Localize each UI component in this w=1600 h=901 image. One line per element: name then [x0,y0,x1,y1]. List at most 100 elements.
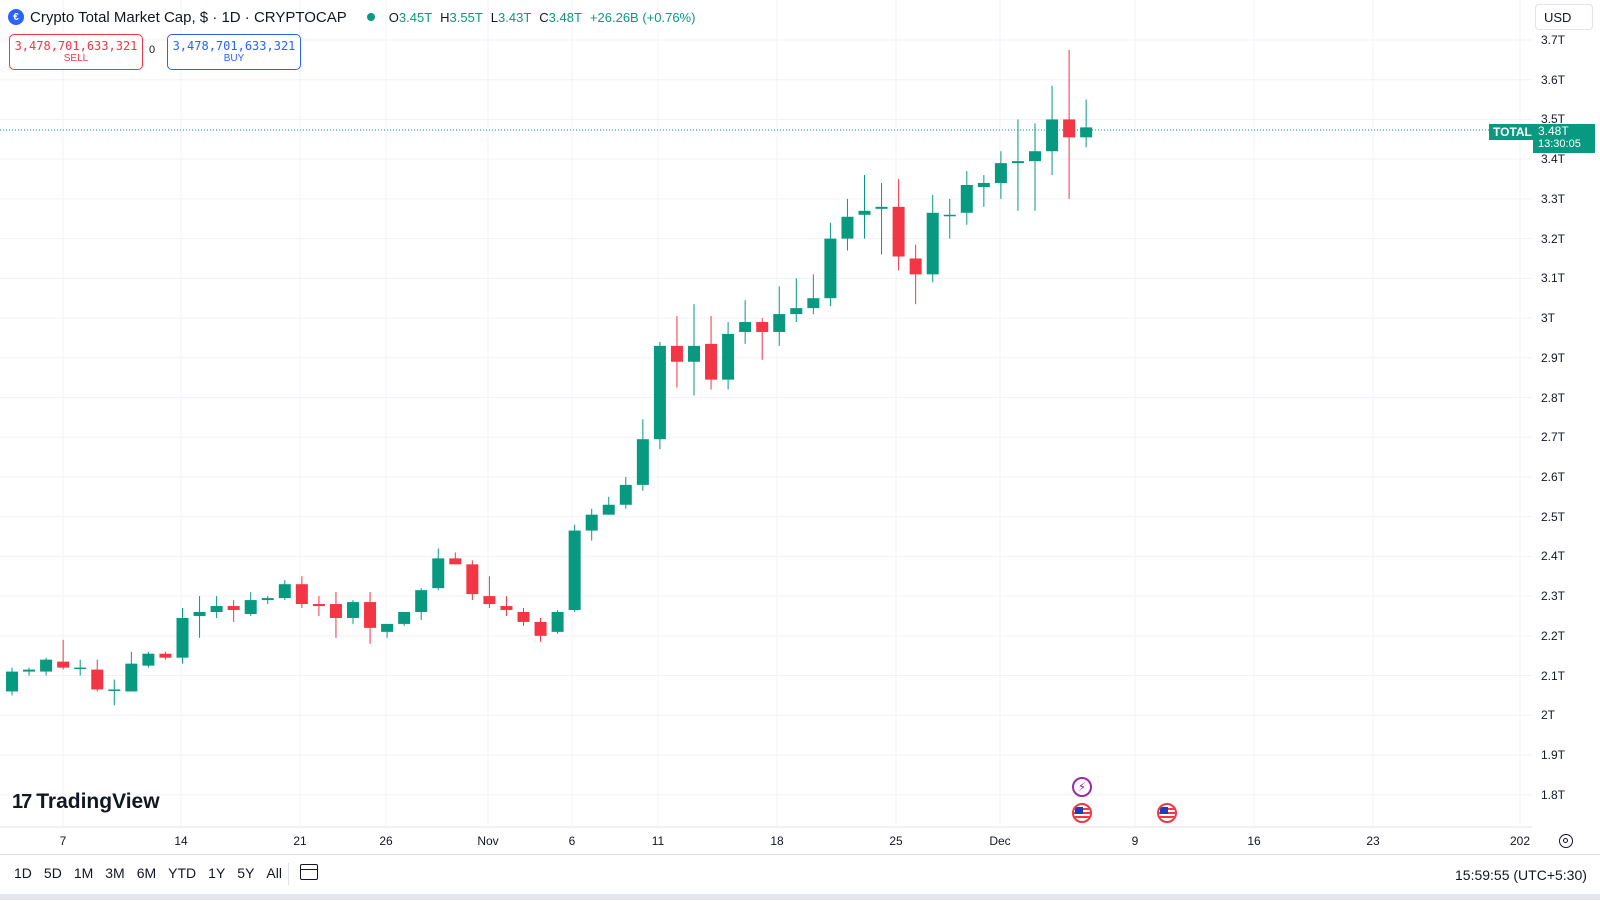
candle[interactable] [6,667,18,696]
candle-body [585,514,598,531]
candle-body [312,604,325,607]
candle[interactable] [1011,119,1024,211]
candle[interactable] [159,651,172,660]
candle[interactable] [636,419,649,491]
candle[interactable] [892,179,905,271]
candle[interactable] [23,667,36,676]
candle[interactable] [926,194,939,283]
candle[interactable] [74,659,87,676]
candle[interactable] [824,222,837,307]
candle[interactable] [773,286,786,346]
tradingview-mark-icon: 17 [12,790,32,813]
calendar-icon[interactable] [300,864,318,880]
candle[interactable] [1063,49,1076,199]
range-5d[interactable]: 5D [43,865,62,881]
range-ytd[interactable]: YTD [168,865,197,881]
candle[interactable] [585,508,598,541]
candle[interactable] [347,600,359,624]
candle[interactable] [244,592,257,616]
candle[interactable] [432,548,445,591]
candle[interactable] [1046,85,1059,176]
candle[interactable] [125,651,138,692]
candle[interactable] [1029,123,1041,211]
candle[interactable] [807,274,820,315]
tradingview-logo[interactable]: 17 TradingView [12,790,160,814]
candle[interactable] [364,592,377,644]
candle[interactable] [329,592,342,638]
candle[interactable] [108,679,121,706]
range-all[interactable]: All [266,865,282,881]
us-flag-event-icon[interactable] [1157,803,1177,823]
candle[interactable] [295,576,308,609]
price-chart[interactable] [0,0,1600,854]
candle[interactable] [398,612,411,626]
candle[interactable] [449,552,462,565]
candle[interactable] [517,608,530,626]
candle[interactable] [977,175,990,207]
candle[interactable] [722,322,735,390]
candle[interactable] [483,576,496,609]
candle[interactable] [551,610,564,634]
candle[interactable] [858,175,871,239]
candle[interactable] [705,316,718,390]
sell-button[interactable]: 3,478,701,633,321 SELL [9,34,143,70]
candle[interactable] [40,657,53,676]
us-flag-event-icon[interactable] [1072,803,1092,823]
settings-gear-icon[interactable] [1559,834,1573,848]
candle[interactable] [841,198,854,251]
candle[interactable] [278,580,291,601]
range-5y[interactable]: 5Y [237,865,255,881]
range-1y[interactable]: 1Y [208,865,226,881]
bar-countdown: 13:30:05 [1538,138,1581,150]
candle[interactable] [91,659,104,692]
candle[interactable] [602,496,615,515]
candle[interactable] [994,151,1007,199]
candle[interactable] [57,639,70,670]
candles [6,49,1093,706]
candle[interactable] [875,183,888,255]
price-tick-label: 3.3T [1541,191,1566,206]
event-bolt-icon[interactable]: ⚡ [1072,777,1092,797]
candle[interactable] [619,476,632,509]
candle[interactable] [312,596,325,616]
candle[interactable] [756,318,769,360]
candle[interactable] [193,596,206,638]
price-tick-label: 2.9T [1541,350,1566,365]
candle[interactable] [739,300,752,344]
candle[interactable] [176,608,189,664]
candle[interactable] [261,596,274,605]
candle[interactable] [688,304,700,396]
price-tick-label: 3.2T [1541,231,1566,246]
candle[interactable] [943,198,956,239]
candle[interactable] [790,278,803,323]
candle[interactable] [670,316,683,388]
candle-body [108,689,121,691]
symbol-title[interactable]: Crypto Total Market Cap, $ · 1D · CRYPTO… [30,8,347,26]
candle[interactable] [500,596,513,616]
candle-body [739,322,752,332]
range-1m[interactable]: 1M [73,865,94,881]
candle[interactable] [466,560,479,601]
buy-price: 3,478,701,633,321 [172,39,296,53]
candle[interactable] [415,588,428,620]
candle[interactable] [210,596,223,618]
candle[interactable] [381,623,394,638]
chart-grid [0,0,1532,828]
clock[interactable]: 15:59:55 (UTC+5:30) [1455,867,1587,883]
candle[interactable] [960,171,973,225]
range-1d[interactable]: 1D [14,865,32,881]
close-value: 3.48T [548,9,582,25]
range-6m[interactable]: 6M [136,865,157,881]
time-tick-label: 6 [568,834,576,848]
candle[interactable] [1080,99,1093,148]
candle[interactable] [534,617,547,642]
candle-body [466,564,479,595]
candle[interactable] [653,341,666,450]
candle[interactable] [227,600,240,622]
candle[interactable] [909,244,922,305]
range-3m[interactable]: 3M [105,865,125,881]
candle[interactable] [568,524,581,612]
buy-button[interactable]: 3,478,701,633,321 BUY [167,34,301,70]
candle[interactable] [142,651,155,668]
currency-selector[interactable]: USD [1535,4,1593,30]
